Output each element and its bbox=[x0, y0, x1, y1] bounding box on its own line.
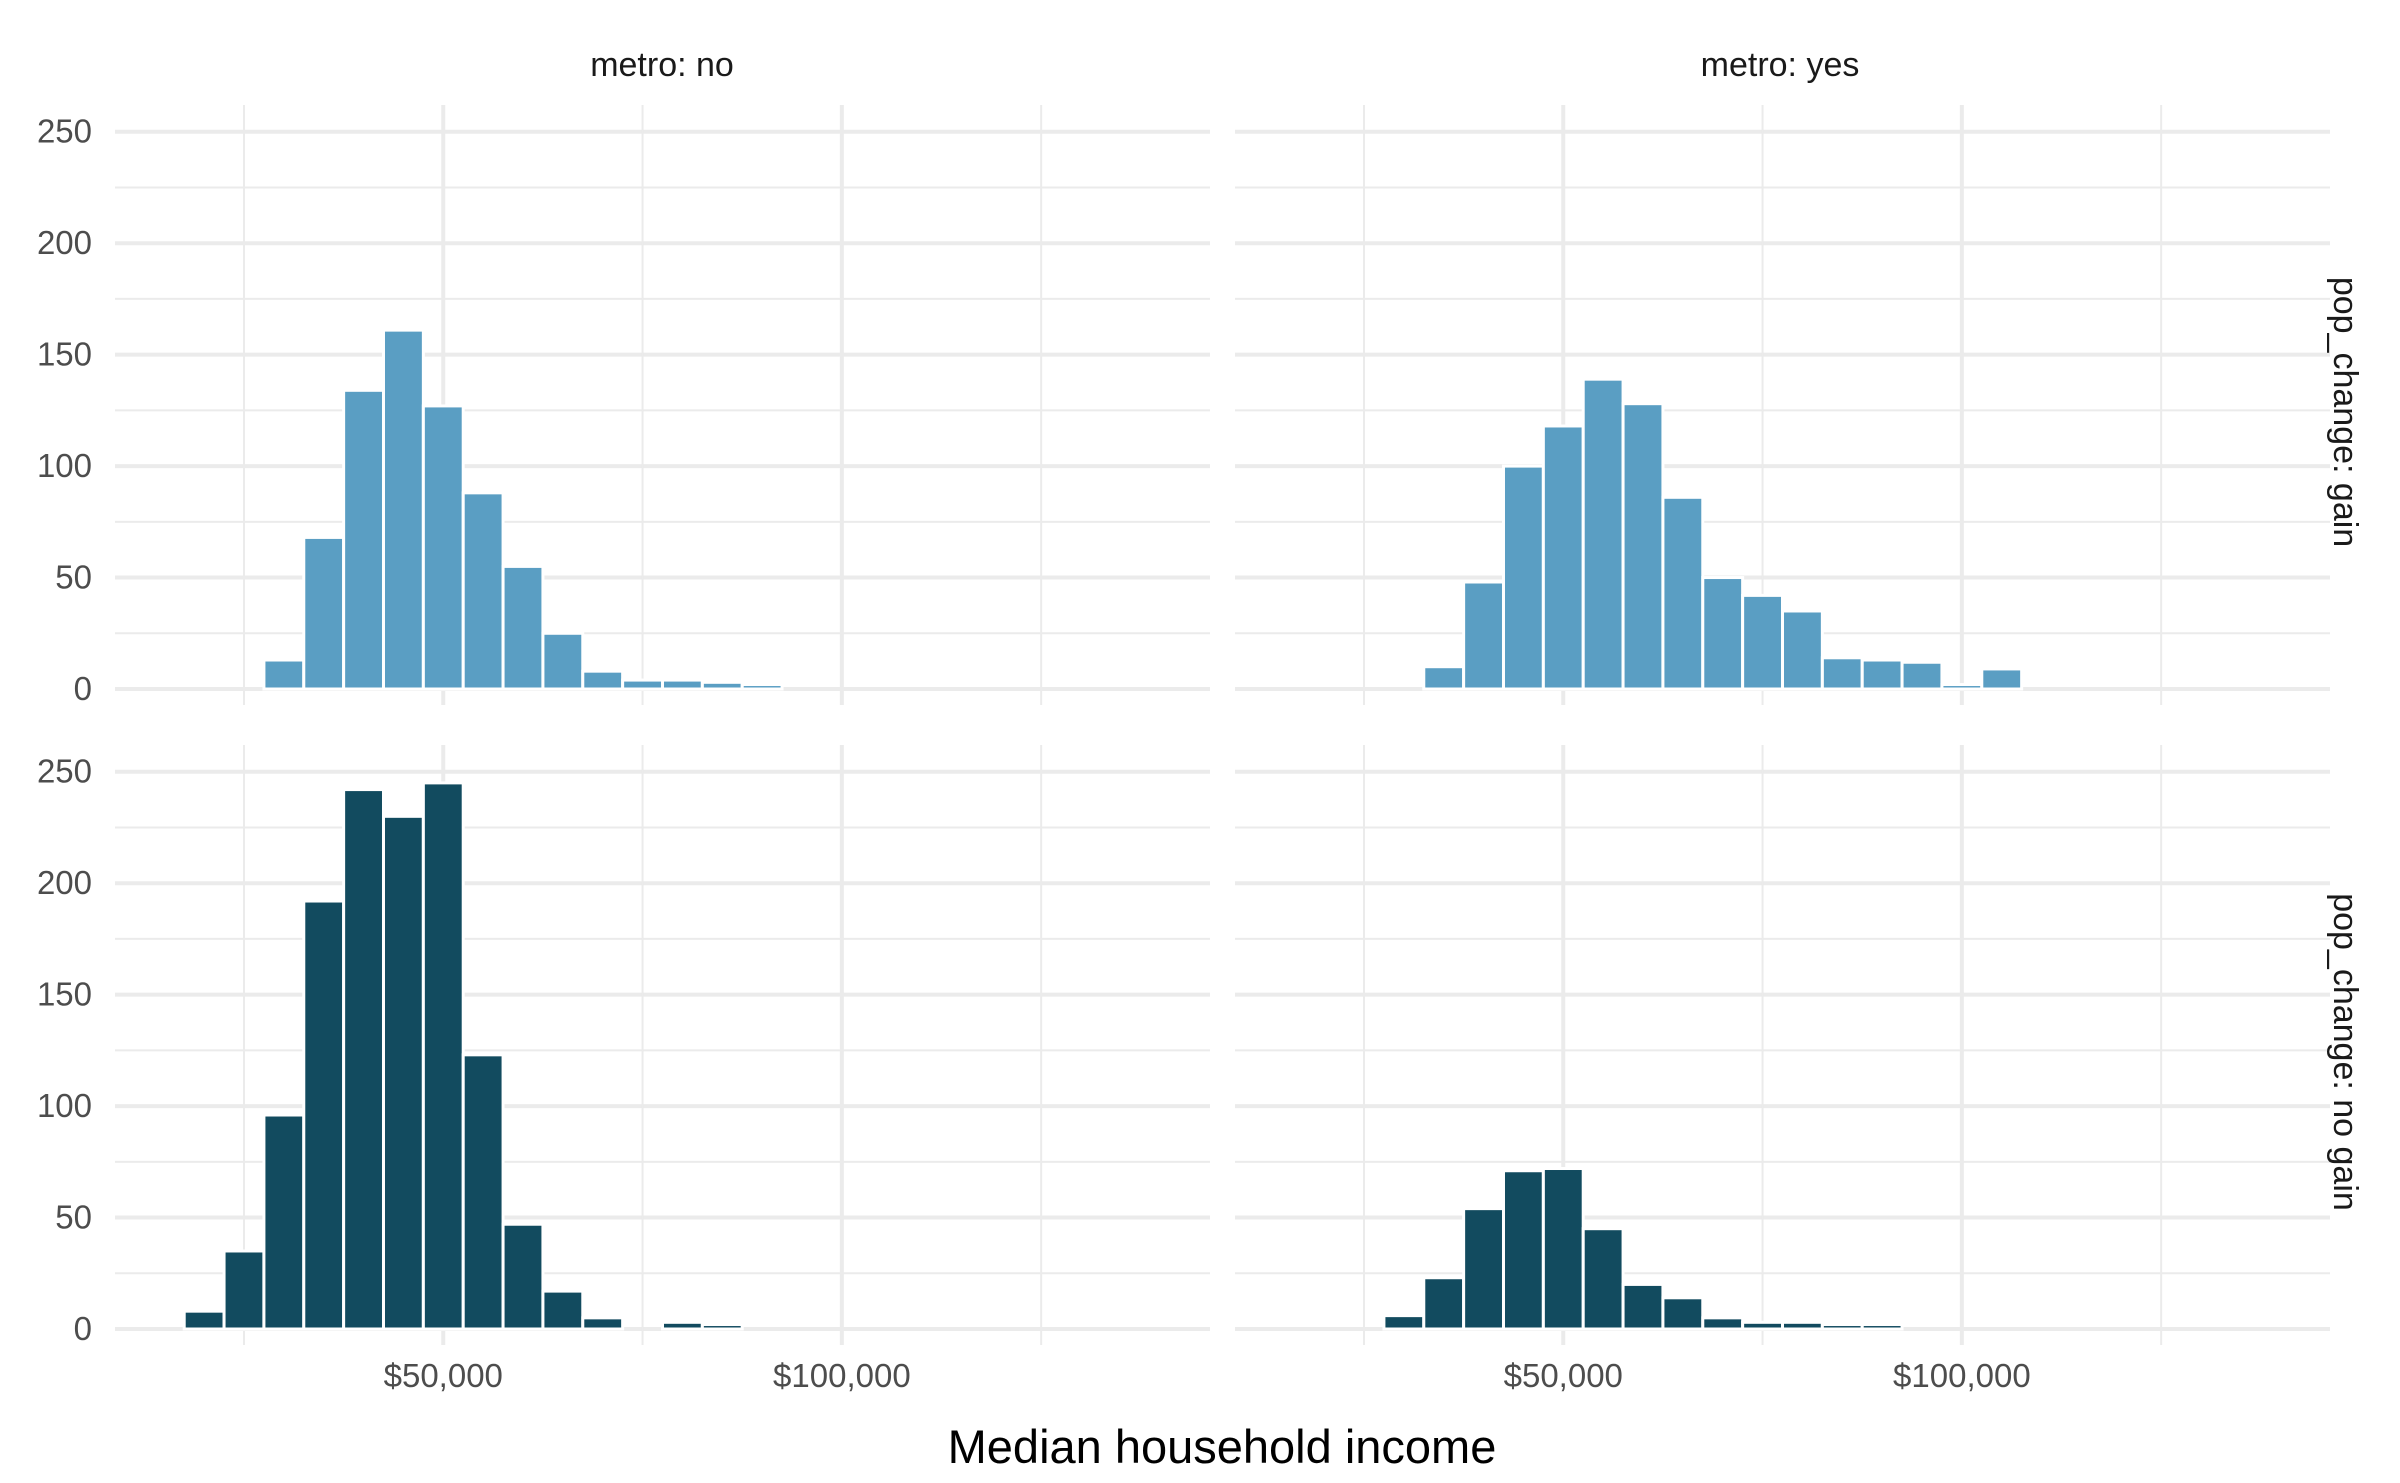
y-tick-label: 50 bbox=[55, 1199, 92, 1236]
x-tick-label: $100,000 bbox=[773, 1357, 911, 1394]
histogram-bar bbox=[1382, 1314, 1426, 1331]
y-tick-label: 250 bbox=[37, 113, 92, 150]
histogram-bar bbox=[342, 388, 385, 691]
histogram-bar bbox=[1422, 1276, 1466, 1331]
x-axis-title: Median household income bbox=[948, 1420, 1497, 1473]
histogram-bar bbox=[1621, 402, 1665, 691]
x-tick-label: $50,000 bbox=[1504, 1357, 1623, 1394]
histogram-bars bbox=[182, 328, 2024, 1331]
histogram-bar bbox=[381, 328, 425, 691]
histogram-bar bbox=[1462, 580, 1505, 691]
histogram-bar bbox=[541, 1289, 585, 1331]
histogram-bar bbox=[302, 899, 346, 1331]
y-tick-label: 100 bbox=[37, 447, 92, 484]
histogram-bar bbox=[581, 669, 625, 691]
histogram-bar bbox=[262, 1113, 306, 1331]
histogram-bar bbox=[621, 678, 665, 691]
row-facet-label-no-gain: pop_change: no gain bbox=[2326, 893, 2364, 1211]
histogram-bar bbox=[1781, 609, 1824, 691]
histogram-bar bbox=[1581, 1227, 1625, 1331]
histogram-bar bbox=[1621, 1282, 1665, 1331]
row-facet-label-gain: pop_change: gain bbox=[2326, 277, 2364, 547]
histogram-bar bbox=[1820, 1323, 1864, 1331]
column-facet-label-metro-yes: metro: yes bbox=[1701, 46, 1860, 84]
histogram-bar bbox=[1860, 1323, 1904, 1331]
column-facet-label-metro-no: metro: no bbox=[590, 46, 734, 84]
histogram-bar bbox=[302, 535, 346, 691]
y-tick-label: 250 bbox=[37, 753, 92, 790]
histogram-bar bbox=[262, 658, 306, 691]
histogram-bar bbox=[1501, 464, 1545, 691]
histogram-bar bbox=[1462, 1207, 1505, 1331]
histogram-bar bbox=[1741, 593, 1784, 691]
histogram-bar bbox=[1741, 1320, 1784, 1331]
histogram-bar bbox=[501, 1222, 545, 1331]
y-tick-label: 50 bbox=[55, 559, 92, 596]
chart-labels: metro: no metro: yes pop_change: gain po… bbox=[37, 46, 2364, 1473]
histogram-bar bbox=[1860, 658, 1904, 691]
x-tick-label: $50,000 bbox=[384, 1357, 503, 1394]
histogram-bar bbox=[740, 683, 784, 691]
histogram-bar bbox=[501, 564, 545, 691]
histogram-bar bbox=[1581, 377, 1625, 691]
y-tick-label: 100 bbox=[37, 1087, 92, 1124]
histogram-bar bbox=[182, 1309, 226, 1331]
histogram-bar bbox=[1980, 667, 2024, 691]
y-tick-label: 0 bbox=[74, 1310, 92, 1347]
y-tick-label: 150 bbox=[37, 976, 92, 1013]
histogram-bar bbox=[661, 1320, 704, 1331]
histogram-bar bbox=[661, 678, 704, 691]
histogram-bar bbox=[1661, 495, 1705, 691]
histogram-bar bbox=[1781, 1320, 1824, 1331]
histogram-bar bbox=[581, 1316, 625, 1331]
histogram-bar bbox=[421, 781, 465, 1331]
histogram-bar bbox=[541, 631, 585, 691]
histogram-bar bbox=[421, 404, 465, 691]
y-tick-label: 200 bbox=[37, 224, 92, 261]
histogram-bar bbox=[1701, 1316, 1745, 1331]
histogram-bar bbox=[700, 1323, 744, 1331]
x-tick-label: $100,000 bbox=[1893, 1357, 2031, 1394]
histogram-bar bbox=[1940, 683, 1984, 691]
y-tick-label: 0 bbox=[74, 670, 92, 707]
y-tick-label: 150 bbox=[37, 336, 92, 373]
histogram-bar bbox=[1501, 1169, 1545, 1331]
histogram-bar bbox=[1900, 660, 1944, 691]
histogram-bar bbox=[1541, 1167, 1585, 1331]
histogram-bar bbox=[342, 788, 385, 1331]
histogram-bar bbox=[461, 1053, 505, 1331]
histogram-bar bbox=[461, 491, 505, 691]
histogram-bar bbox=[1541, 424, 1585, 691]
histogram-bar bbox=[1820, 656, 1864, 691]
histogram-bar bbox=[700, 680, 744, 691]
histogram-bar bbox=[1422, 665, 1466, 691]
y-tick-label: 200 bbox=[37, 864, 92, 901]
histogram-bar bbox=[1701, 576, 1745, 691]
histogram-bar bbox=[1661, 1296, 1705, 1331]
histogram-bar bbox=[381, 814, 425, 1331]
histogram-bar bbox=[222, 1249, 266, 1331]
